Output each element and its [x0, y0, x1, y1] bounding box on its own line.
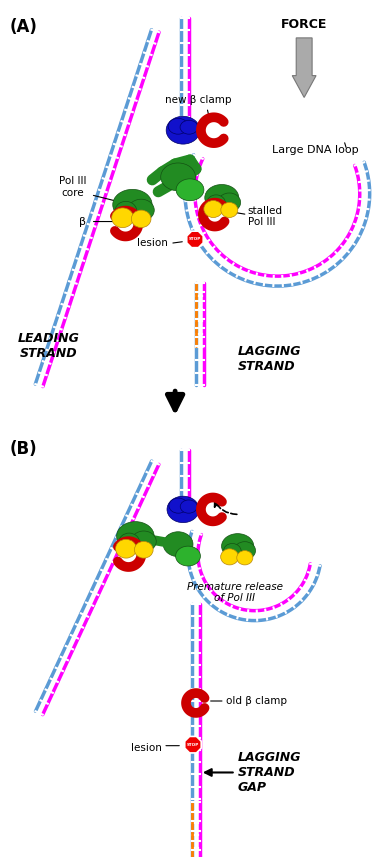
Text: lesion: lesion — [137, 238, 168, 249]
Ellipse shape — [176, 179, 204, 200]
Ellipse shape — [119, 533, 139, 552]
Text: Pol III
core: Pol III core — [59, 176, 87, 198]
Text: old β clamp: old β clamp — [226, 696, 287, 706]
Ellipse shape — [237, 550, 253, 565]
Polygon shape — [185, 736, 201, 753]
Ellipse shape — [135, 542, 153, 558]
Ellipse shape — [167, 496, 199, 523]
Ellipse shape — [161, 163, 195, 191]
Polygon shape — [187, 231, 203, 248]
Text: Large DNA loop: Large DNA loop — [272, 145, 359, 155]
Text: LEADING
STRAND: LEADING STRAND — [18, 332, 80, 359]
Text: LAGGING
STRAND: LAGGING STRAND — [238, 345, 301, 372]
Ellipse shape — [207, 195, 226, 212]
Ellipse shape — [113, 189, 152, 220]
Text: STOP: STOP — [189, 237, 201, 242]
Ellipse shape — [176, 546, 200, 566]
Ellipse shape — [116, 539, 136, 558]
Ellipse shape — [180, 120, 198, 134]
Ellipse shape — [222, 534, 254, 559]
Text: LAGGING
STRAND
GAP: LAGGING STRAND GAP — [238, 751, 301, 794]
Ellipse shape — [169, 498, 188, 513]
Ellipse shape — [131, 210, 151, 228]
Text: (A): (A) — [10, 18, 37, 36]
Ellipse shape — [115, 201, 137, 221]
Ellipse shape — [234, 542, 255, 560]
Ellipse shape — [221, 549, 239, 565]
Text: FORCE: FORCE — [281, 18, 327, 31]
Ellipse shape — [204, 200, 223, 218]
Text: Premature release
of Pol III: Premature release of Pol III — [187, 582, 283, 604]
Polygon shape — [292, 38, 316, 97]
Text: β: β — [79, 217, 86, 226]
Ellipse shape — [166, 116, 200, 144]
Text: (B): (B) — [10, 440, 37, 458]
Ellipse shape — [180, 500, 197, 513]
Ellipse shape — [128, 200, 154, 221]
Ellipse shape — [168, 119, 188, 134]
Ellipse shape — [131, 531, 156, 552]
Ellipse shape — [205, 185, 239, 211]
Ellipse shape — [221, 202, 238, 218]
Ellipse shape — [112, 208, 133, 228]
Text: stalled
Pol III: stalled Pol III — [248, 206, 283, 227]
Ellipse shape — [223, 544, 241, 560]
Ellipse shape — [117, 522, 154, 550]
Text: new β clamp: new β clamp — [165, 95, 231, 106]
Ellipse shape — [218, 193, 241, 212]
Text: lesion: lesion — [131, 743, 162, 752]
Text: STOP: STOP — [187, 743, 199, 746]
Ellipse shape — [163, 531, 193, 556]
